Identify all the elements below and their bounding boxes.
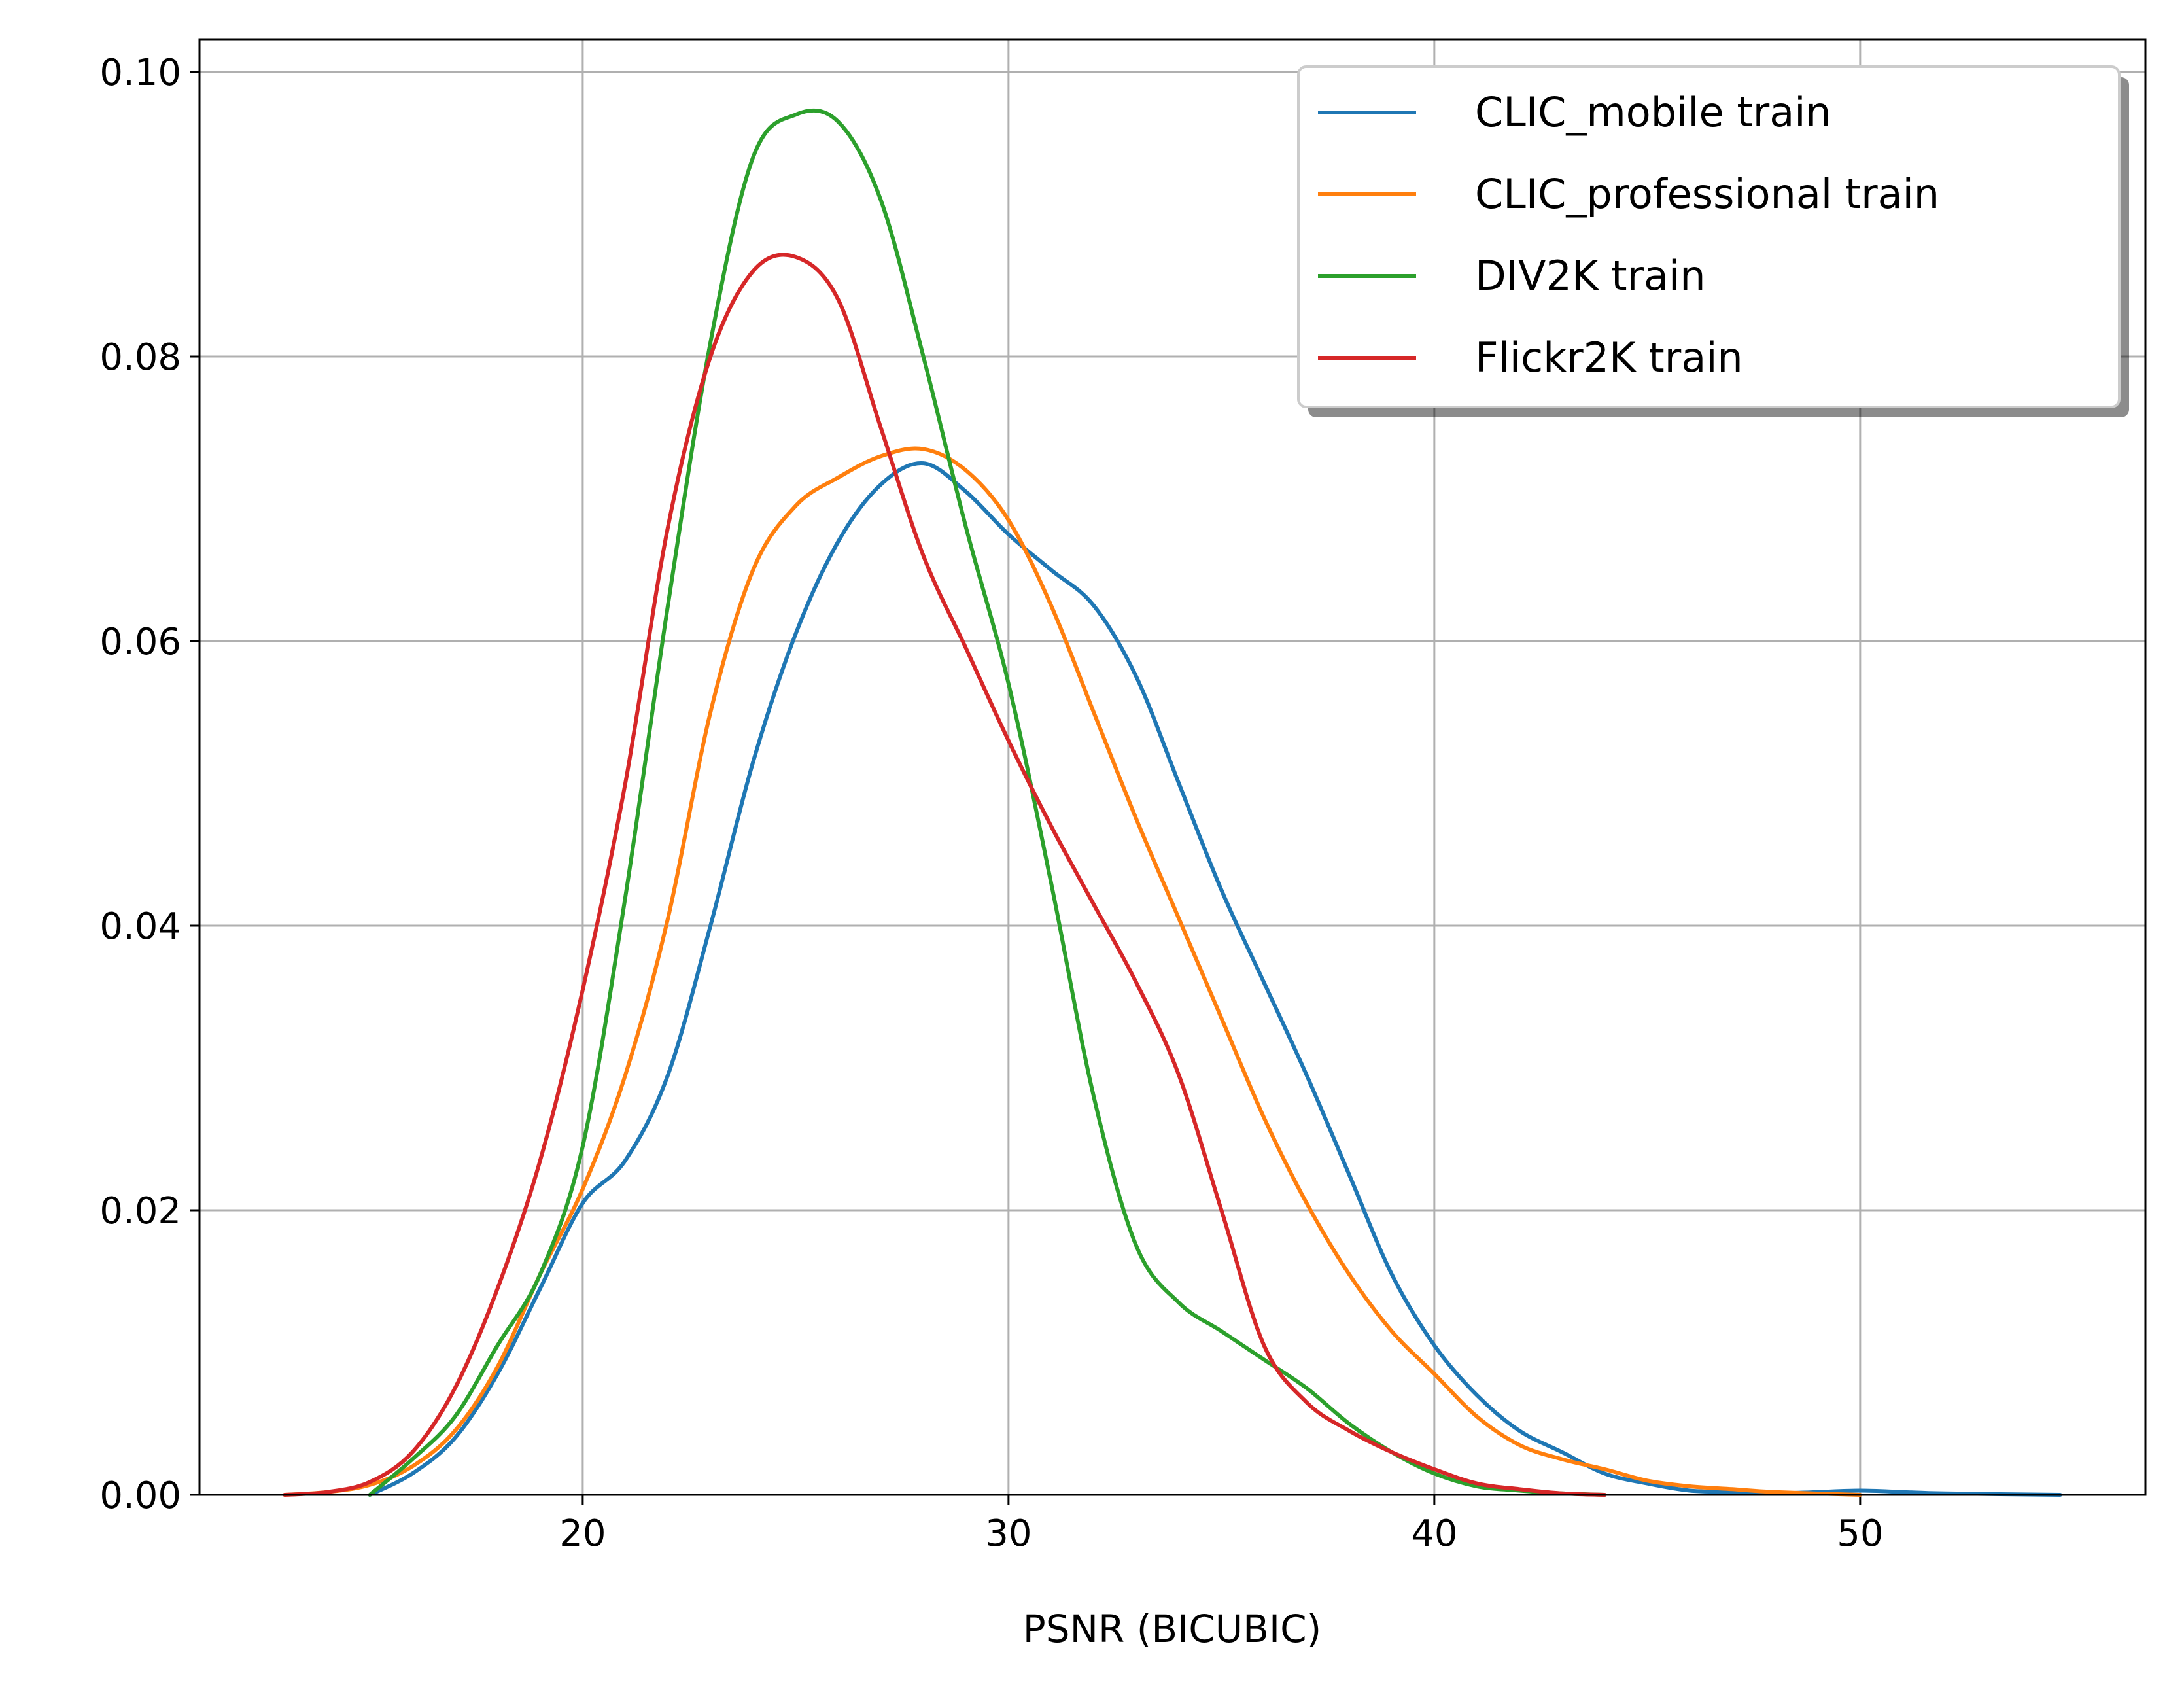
legend-label: DIV2K train [1475, 252, 1706, 300]
legend-entries: CLIC_mobile train CLIC_professional train… [1318, 88, 1939, 381]
legend-entry: CLIC_professional train [1318, 170, 1939, 218]
series-line-flickr2k-train [283, 253, 1607, 1497]
legend: CLIC_mobile train CLIC_professional train… [1297, 65, 2129, 417]
x-axis-label: PSNR (BICUBIC) [1023, 1607, 1321, 1651]
x-axis-ticks: 20 30 40 50 [559, 1495, 1883, 1555]
legend-entry: Flickr2K train [1318, 334, 1743, 381]
legend-entry: DIV2K train [1318, 252, 1706, 300]
y-axis-ticks: 0.00 0.02 0.04 0.06 0.08 0.10 [99, 52, 199, 1517]
series-line-div2k-train [368, 108, 1607, 1497]
x-tick-label: 30 [985, 1512, 1031, 1555]
legend-label: Flickr2K train [1475, 334, 1743, 381]
legend-box [1297, 65, 2121, 408]
plot-frame [198, 38, 2147, 1496]
y-tick-label: 0.10 [99, 52, 181, 94]
series-line-clic-professional-train [283, 446, 1862, 1497]
legend-label: CLIC_mobile train [1475, 88, 1831, 136]
legend-label: CLIC_professional train [1475, 170, 1939, 218]
y-tick-label: 0.08 [99, 336, 181, 379]
x-tick-label: 40 [1411, 1512, 1457, 1555]
x-tick-label: 20 [559, 1512, 606, 1555]
legend-entry: CLIC_mobile train [1318, 88, 1831, 136]
series-line-clic-mobile-train [368, 461, 2062, 1497]
y-tick-label: 0.06 [99, 621, 181, 663]
y-tick-label: 0.00 [99, 1475, 181, 1517]
y-tick-label: 0.02 [99, 1190, 181, 1232]
y-tick-label: 0.04 [99, 905, 181, 948]
series-lines [283, 108, 2062, 1497]
x-tick-label: 50 [1837, 1512, 1883, 1555]
